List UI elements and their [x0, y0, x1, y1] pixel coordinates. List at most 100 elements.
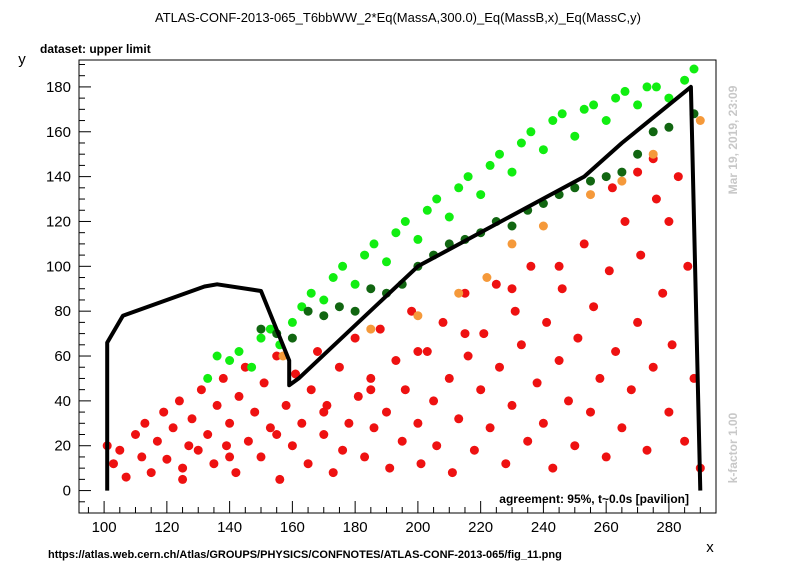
- orange-point: [648, 149, 658, 159]
- x-tick-label: 220: [468, 519, 493, 536]
- light_green-point: [664, 93, 674, 103]
- red-point: [281, 400, 291, 410]
- dark_green-point: [617, 167, 627, 177]
- red-point: [360, 452, 370, 462]
- light_green-point: [234, 347, 244, 356]
- light_green-point: [507, 167, 517, 177]
- red-point: [542, 317, 552, 327]
- red-point: [491, 279, 501, 289]
- orange-point: [617, 176, 627, 186]
- axis-ticks: 100 120 140 160 180 200 220 240 260 280 0 20 40 60 80 1…: [46, 63, 717, 536]
- red-point: [109, 459, 118, 469]
- light_green-point: [526, 127, 536, 137]
- red-point: [385, 463, 395, 473]
- red-point: [444, 373, 454, 383]
- light_green-point: [620, 86, 630, 96]
- orange-point: [454, 288, 464, 298]
- y-tick-label: 100: [46, 258, 71, 275]
- red-point: [680, 436, 690, 446]
- y-tick-label: 0: [63, 483, 71, 500]
- red-point: [507, 400, 517, 410]
- light_green-point: [485, 160, 495, 170]
- red-point: [131, 430, 140, 439]
- red-point: [366, 373, 376, 383]
- orange-point: [482, 273, 492, 282]
- red-point: [338, 445, 348, 455]
- red-point: [272, 430, 282, 439]
- y-tick-label: 140: [46, 169, 71, 186]
- red-point: [178, 474, 188, 484]
- red-point: [413, 418, 423, 428]
- red-point: [447, 468, 457, 478]
- red-point: [564, 396, 573, 406]
- x-tick-label: 120: [154, 519, 179, 536]
- red-point: [146, 468, 156, 478]
- x-tick-label: 160: [280, 519, 305, 536]
- dark_green-point: [648, 127, 658, 137]
- red-point: [303, 459, 313, 469]
- red-point: [479, 329, 489, 339]
- dark_green-point: [601, 172, 611, 182]
- light_green-point: [589, 100, 599, 110]
- y-tick-label: 180: [46, 79, 71, 96]
- red-point: [400, 385, 410, 395]
- plot-frame: [78, 59, 717, 514]
- red-point: [193, 445, 203, 455]
- red-point: [344, 418, 354, 428]
- red-point: [667, 340, 677, 350]
- red-point: [532, 378, 542, 388]
- light_green-point: [350, 279, 360, 289]
- data-points: [102, 64, 705, 484]
- red-point: [617, 423, 627, 433]
- light_green-point: [369, 239, 379, 249]
- red-point: [495, 362, 504, 372]
- light_green-point: [338, 261, 348, 271]
- light_green-point: [422, 205, 432, 215]
- y-tick-label: 20: [54, 438, 71, 455]
- timestamp-label: Mar 19, 2019, 23:09: [726, 85, 740, 194]
- red-point: [184, 441, 194, 451]
- y-tick-label: 120: [46, 213, 71, 230]
- red-point: [413, 347, 423, 356]
- red-point: [463, 351, 473, 361]
- orange-point: [366, 324, 376, 334]
- x-tick-label: 180: [343, 519, 368, 536]
- light_green-point: [225, 356, 235, 365]
- red-point: [570, 441, 580, 451]
- x-tick-label: 240: [531, 519, 556, 536]
- red-point: [159, 407, 169, 417]
- dark_green-point: [319, 311, 329, 321]
- red-point: [673, 172, 683, 182]
- y-tick-label: 160: [46, 124, 71, 141]
- red-point: [225, 418, 235, 428]
- red-point: [243, 436, 253, 446]
- red-point: [209, 459, 219, 469]
- orange-point: [413, 311, 423, 321]
- red-point: [162, 454, 172, 464]
- red-point: [683, 261, 693, 271]
- red-point: [212, 400, 222, 410]
- orange-point: [538, 221, 548, 231]
- red-point: [174, 396, 184, 406]
- light_green-point: [642, 82, 652, 92]
- red-point: [397, 436, 407, 446]
- red-point: [648, 362, 658, 372]
- red-point: [501, 459, 511, 469]
- red-point: [601, 452, 611, 462]
- x-tick-label: 100: [92, 519, 117, 536]
- source-url: https://atlas.web.cern.ch/Atlas/GROUPS/P…: [48, 549, 562, 561]
- dark_green-point: [570, 183, 580, 193]
- red-point: [222, 441, 231, 451]
- red-point: [121, 472, 131, 482]
- light_green-point: [570, 131, 580, 141]
- red-point: [353, 391, 363, 401]
- red-point: [454, 414, 464, 424]
- red-point: [422, 347, 432, 356]
- red-point: [275, 474, 285, 484]
- red-point: [196, 385, 206, 395]
- red-point: [664, 217, 674, 226]
- red-point: [259, 378, 269, 388]
- dark_green-point: [633, 149, 643, 159]
- red-point: [391, 356, 401, 365]
